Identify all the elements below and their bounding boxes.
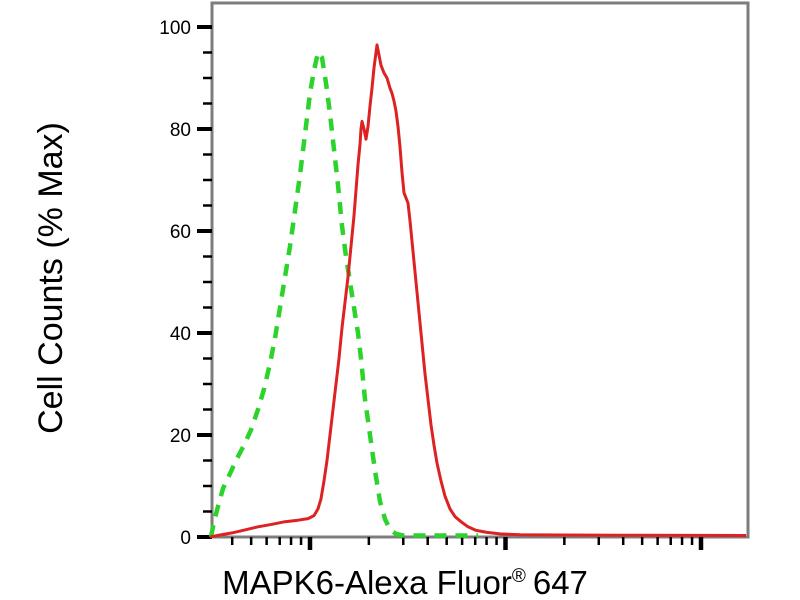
x-axis-label: MAPK6-Alexa Fluor® 647 — [222, 564, 588, 600]
y-tick-label: 20 — [170, 426, 191, 447]
y-tick-label: 60 — [170, 222, 191, 243]
chart-series — [208, 43, 747, 539]
x-axis-label-suffix: 647 — [533, 564, 588, 600]
registered-trademark-symbol: ® — [512, 566, 526, 587]
chart-axes: 0 20 40 60 80 100 — [159, 1, 750, 550]
series-green-dashed-control — [208, 50, 478, 538]
y-tick-label: 100 — [159, 18, 191, 39]
y-axis-label: Cell Counts (% Max) — [32, 122, 70, 434]
plot-frame — [210, 1, 750, 539]
x-axis-label-main: MAPK6-Alexa Fluor — [222, 564, 512, 600]
y-tick-label: 40 — [170, 324, 191, 345]
y-tick-label: 0 — [180, 528, 191, 549]
y-tick-label: 80 — [170, 120, 191, 141]
series-red-solid-mapk6 — [209, 43, 747, 539]
